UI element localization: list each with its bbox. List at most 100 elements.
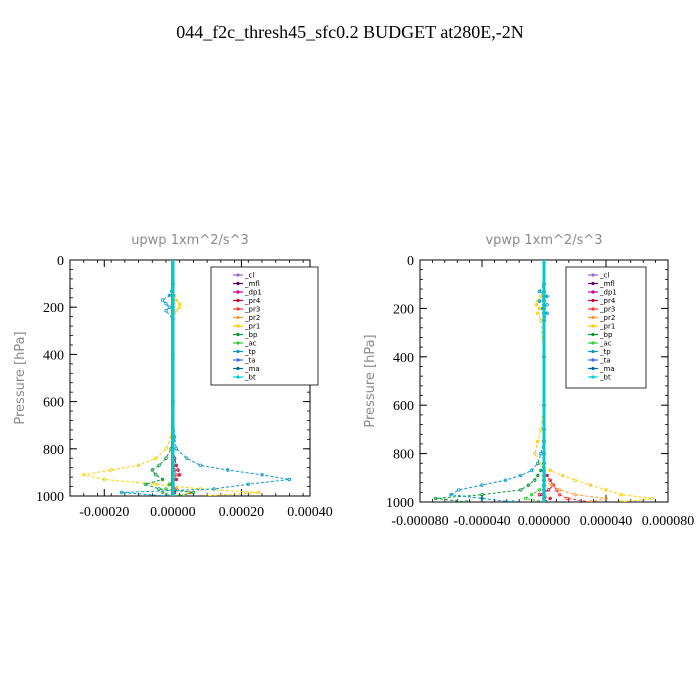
data-point: [537, 299, 542, 303]
legend-marker: [236, 324, 240, 328]
data-point: [171, 463, 175, 467]
data-point: [174, 298, 178, 302]
data-point: [619, 500, 624, 502]
data-point: [539, 427, 543, 432]
data-point: [534, 303, 538, 307]
data-point: [542, 451, 546, 456]
data-point: [542, 403, 546, 407]
data-point: [191, 490, 196, 495]
data-point: [167, 293, 172, 298]
data-point: [560, 473, 565, 478]
x-tick-label: -0.000080: [391, 514, 448, 529]
data-point: [177, 473, 182, 477]
data-point: [546, 488, 551, 492]
data-point: [542, 483, 546, 487]
legend-label: _ta: [599, 357, 611, 365]
data-point: [171, 352, 175, 357]
data-point: [433, 496, 438, 501]
legend-label: _bt: [599, 374, 611, 382]
data-point: [573, 478, 577, 482]
data-point: [529, 493, 534, 497]
data-point: [171, 309, 175, 313]
data-point: [604, 496, 608, 501]
y-tick-label: 0: [407, 254, 414, 269]
data-point: [171, 456, 175, 460]
data-point: [542, 318, 546, 323]
data-point: [523, 496, 528, 501]
data-point: [542, 500, 546, 502]
legend-label: _pr1: [599, 323, 615, 331]
x-tick-label: -0.00020: [79, 505, 129, 520]
legend-marker: [591, 324, 595, 328]
y-tick-label: 200: [43, 301, 64, 316]
data-point: [539, 468, 543, 473]
data-point: [537, 461, 542, 465]
data-point: [171, 302, 175, 306]
series-line-pr2: [543, 260, 607, 502]
series-group: [81, 260, 292, 496]
legend-marker: [236, 273, 240, 277]
data-point: [198, 487, 202, 491]
legend-marker: [591, 366, 595, 371]
data-point: [171, 473, 175, 477]
data-point: [160, 298, 165, 302]
data-point: [153, 456, 158, 460]
data-point: [174, 309, 178, 313]
data-point: [457, 488, 461, 492]
data-point: [542, 427, 546, 432]
data-point: [480, 483, 484, 487]
data-point: [171, 447, 175, 451]
legend-label: _cl: [244, 272, 254, 280]
data-point: [542, 439, 546, 444]
data-point: [519, 488, 523, 492]
series-group: [433, 260, 655, 502]
legend-label: _dp1: [244, 289, 262, 297]
data-point: [109, 468, 113, 472]
y-tick-label: 200: [393, 302, 414, 317]
legend-label: _pr3: [244, 306, 260, 314]
legend-marker: [591, 273, 595, 277]
legend-marker: [236, 358, 240, 362]
y-tick-label: 800: [393, 448, 414, 463]
data-point: [157, 463, 161, 467]
chart-title: upwp 1xm^2/s^3: [131, 233, 249, 248]
data-point: [171, 298, 175, 302]
data-point: [212, 487, 216, 491]
x-tick-label: 0.00040: [287, 505, 333, 520]
legend-marker: [236, 315, 240, 320]
data-point: [181, 494, 185, 496]
data-point: [542, 306, 546, 311]
legend-marker: [591, 375, 595, 379]
x-tick-label: 0.000000: [518, 514, 571, 529]
legend-label: _tp: [244, 348, 256, 356]
data-point: [542, 311, 546, 315]
data-point: [542, 299, 546, 303]
legend-marker: [591, 298, 595, 303]
data-point: [536, 473, 540, 478]
legend-label: _pr4: [244, 297, 261, 305]
legend-marker: [236, 349, 240, 354]
data-point: [171, 260, 175, 262]
data-point: [545, 303, 549, 307]
data-point: [536, 439, 540, 444]
chart-panel-2: vpwp 1xm^2/s^3 Pressure [hPa] 0 200 400 600 80…: [363, 233, 694, 529]
legend-marker: [236, 307, 240, 311]
data-point: [143, 482, 148, 486]
data-point: [256, 490, 261, 495]
data-point: [171, 317, 175, 321]
y-tick-label: 1000: [36, 490, 64, 505]
legend-marker: [591, 349, 595, 354]
data-point: [246, 482, 250, 486]
data-point: [153, 473, 158, 477]
legend-label: _pr2: [599, 314, 615, 322]
data-point: [171, 494, 175, 496]
legend-marker: [236, 341, 240, 345]
legend-marker: [236, 281, 240, 286]
data-point: [164, 487, 168, 491]
data-point: [573, 493, 577, 497]
data-point: [287, 477, 292, 482]
data-point: [542, 468, 546, 473]
data-point: [167, 482, 172, 486]
legend-marker: [591, 290, 595, 294]
